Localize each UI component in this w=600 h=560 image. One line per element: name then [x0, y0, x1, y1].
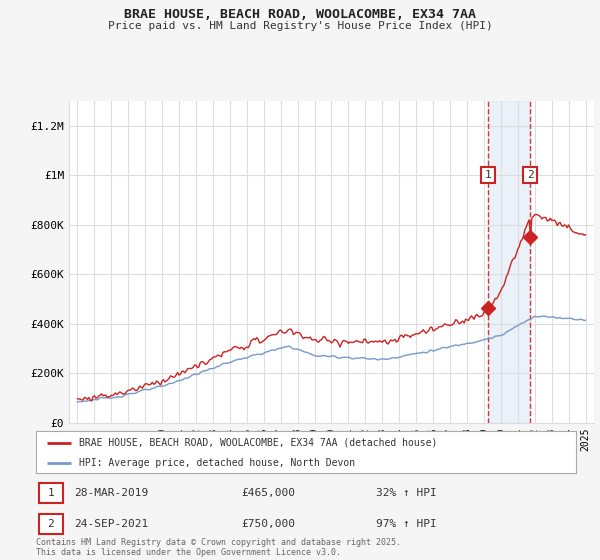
FancyBboxPatch shape: [39, 483, 63, 503]
Text: 1: 1: [47, 488, 54, 498]
Text: 24-SEP-2021: 24-SEP-2021: [74, 519, 148, 529]
Text: Price paid vs. HM Land Registry's House Price Index (HPI): Price paid vs. HM Land Registry's House …: [107, 21, 493, 31]
Text: HPI: Average price, detached house, North Devon: HPI: Average price, detached house, Nort…: [79, 458, 355, 468]
Text: BRAE HOUSE, BEACH ROAD, WOOLACOMBE, EX34 7AA: BRAE HOUSE, BEACH ROAD, WOOLACOMBE, EX34…: [124, 8, 476, 21]
FancyBboxPatch shape: [39, 514, 63, 534]
Bar: [488, 101, 530, 423]
Text: 97% ↑ HPI: 97% ↑ HPI: [376, 519, 437, 529]
Text: 2: 2: [47, 519, 54, 529]
Text: 1: 1: [484, 170, 491, 180]
Text: Contains HM Land Registry data © Crown copyright and database right 2025.
This d: Contains HM Land Registry data © Crown c…: [36, 538, 401, 557]
Text: £465,000: £465,000: [241, 488, 295, 498]
Text: 28-MAR-2019: 28-MAR-2019: [74, 488, 148, 498]
Text: 32% ↑ HPI: 32% ↑ HPI: [376, 488, 437, 498]
Text: BRAE HOUSE, BEACH ROAD, WOOLACOMBE, EX34 7AA (detached house): BRAE HOUSE, BEACH ROAD, WOOLACOMBE, EX34…: [79, 438, 437, 448]
Text: £750,000: £750,000: [241, 519, 295, 529]
Text: 2: 2: [527, 170, 533, 180]
